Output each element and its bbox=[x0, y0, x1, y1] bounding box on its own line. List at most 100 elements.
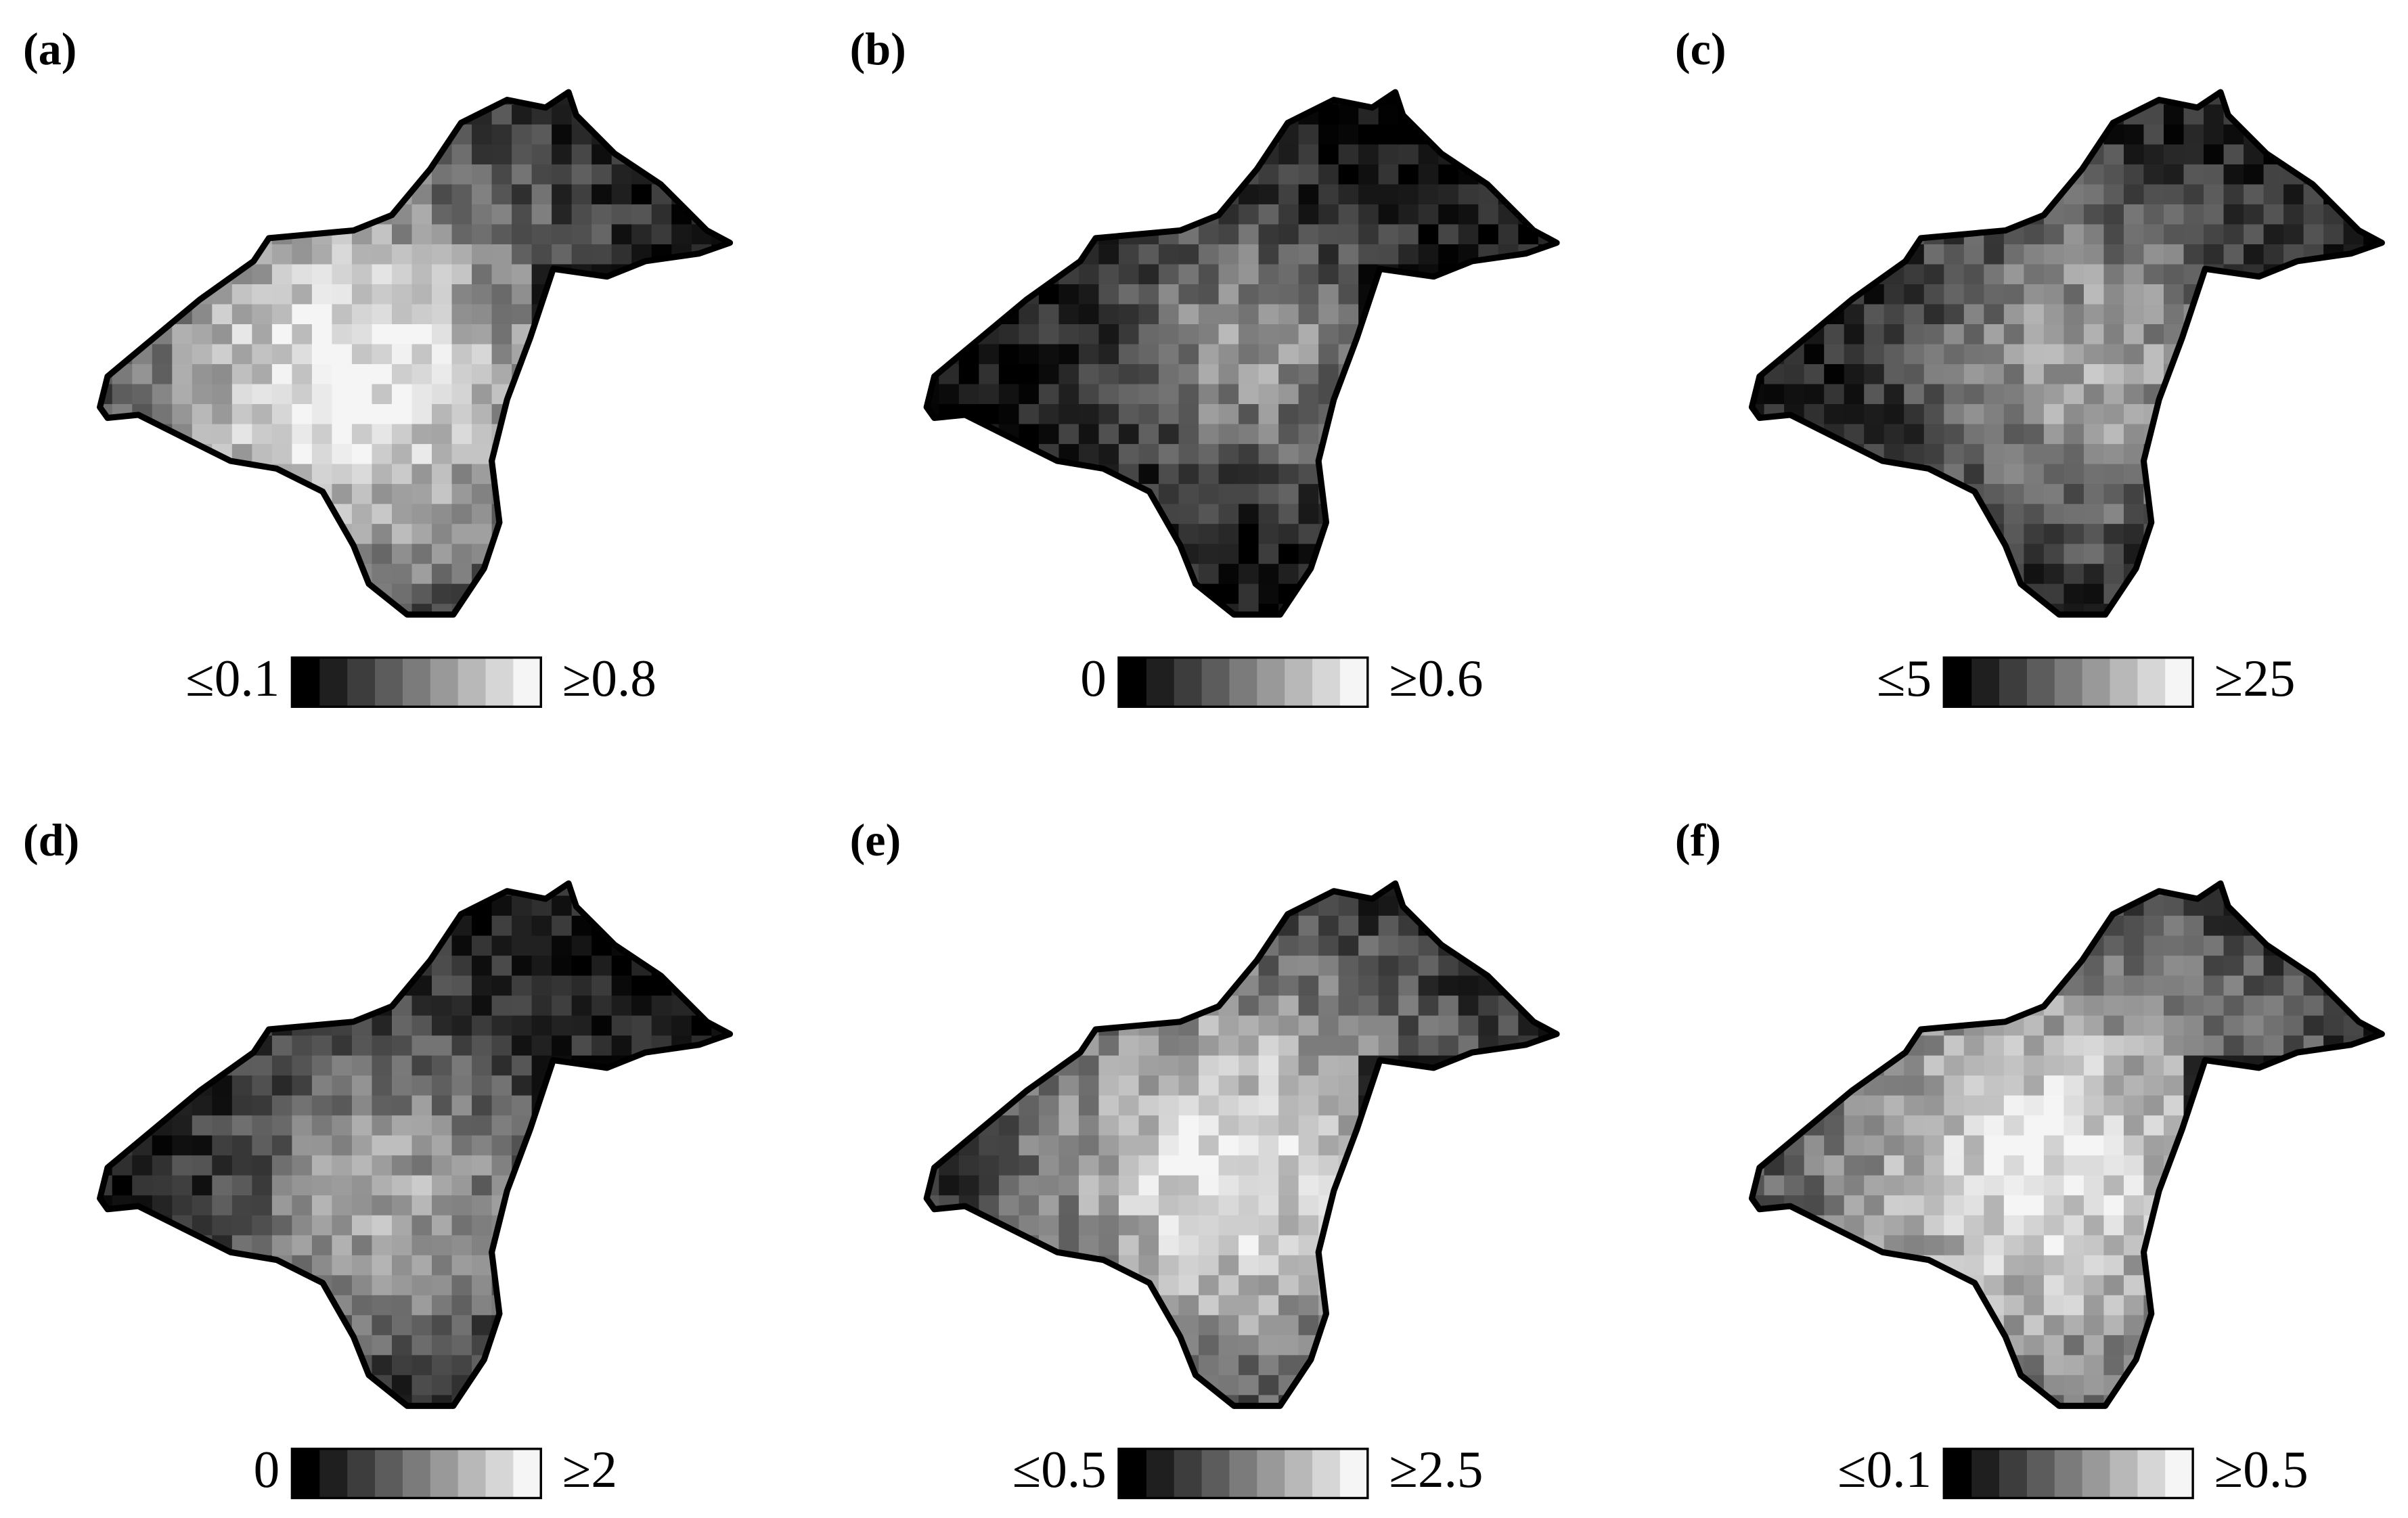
map-cell bbox=[152, 364, 173, 385]
colorbar-max-label: ≥25 bbox=[2214, 649, 2296, 707]
map-cell bbox=[411, 935, 433, 957]
colorbar-step bbox=[2137, 657, 2166, 707]
map-cell bbox=[2384, 344, 2405, 365]
map-cell bbox=[2024, 104, 2045, 126]
map-cell bbox=[152, 1355, 173, 1377]
map-cell bbox=[1844, 543, 1865, 565]
map-cell bbox=[1138, 1195, 1160, 1216]
map-cell bbox=[172, 92, 193, 106]
map-cell bbox=[611, 504, 633, 525]
map-cell bbox=[2064, 1055, 2085, 1077]
map-cell bbox=[132, 464, 153, 485]
map-cell bbox=[372, 1355, 393, 1377]
map-cell bbox=[1258, 524, 1280, 545]
map-cell bbox=[152, 564, 173, 585]
map-cell bbox=[1178, 244, 1200, 265]
map-cell bbox=[732, 996, 753, 1017]
map-cell bbox=[552, 144, 573, 166]
map-cell bbox=[1752, 1335, 1765, 1356]
map-cell bbox=[1883, 1215, 1905, 1236]
map-cell bbox=[732, 1035, 753, 1056]
map-cell bbox=[132, 1335, 153, 1356]
map-cell bbox=[451, 1335, 473, 1356]
map-cell bbox=[2103, 364, 2125, 385]
map-cell bbox=[939, 204, 960, 225]
map-cell bbox=[732, 204, 753, 225]
map-cell bbox=[1864, 304, 1885, 326]
map-cell bbox=[1883, 364, 1905, 385]
map-cell bbox=[571, 604, 593, 615]
map-cell bbox=[1298, 284, 1320, 305]
map-cell bbox=[311, 244, 333, 265]
map-cell bbox=[552, 1295, 573, 1316]
map-cell bbox=[2143, 264, 2165, 286]
map-cell bbox=[2303, 324, 2325, 345]
map-cell bbox=[1159, 1175, 1180, 1197]
map-cell bbox=[571, 975, 593, 997]
map-cell bbox=[1518, 1115, 1539, 1136]
map-cell bbox=[611, 543, 633, 565]
map-cell bbox=[132, 504, 153, 525]
map-cell bbox=[1558, 1155, 1579, 1176]
map-cell bbox=[1278, 504, 1299, 525]
map-cell bbox=[231, 1215, 253, 1236]
map-cell bbox=[311, 564, 333, 585]
map-cell bbox=[1298, 1175, 1320, 1197]
map-cell bbox=[1458, 1315, 1479, 1336]
map-cell bbox=[391, 404, 413, 425]
map-cell bbox=[1458, 1115, 1479, 1136]
map-cell bbox=[1844, 1255, 1865, 1276]
map-cell bbox=[552, 364, 573, 385]
map-cell bbox=[512, 1195, 533, 1216]
map-cell bbox=[2343, 184, 2365, 206]
map-cell bbox=[1844, 604, 1865, 615]
map-cell bbox=[1098, 324, 1120, 345]
map-cell bbox=[1458, 364, 1479, 385]
map-cell bbox=[939, 604, 960, 615]
map-cell bbox=[1118, 284, 1140, 305]
map-cell bbox=[1138, 92, 1160, 106]
map-cell bbox=[1984, 92, 2005, 106]
map-cell bbox=[1199, 975, 1220, 997]
map-cell bbox=[691, 543, 713, 565]
map-cell bbox=[1199, 1055, 1220, 1077]
map-cell bbox=[1098, 1195, 1120, 1216]
map-cell bbox=[351, 144, 373, 166]
map-cell bbox=[1298, 184, 1320, 206]
basin-outline bbox=[97, 89, 734, 618]
map-cell bbox=[998, 1295, 1020, 1316]
map-cell bbox=[2043, 284, 2065, 305]
map-cell bbox=[1019, 1275, 1040, 1296]
map-cell bbox=[958, 935, 980, 957]
map-cell bbox=[1338, 284, 1360, 305]
colorbar-step bbox=[292, 1448, 321, 1498]
map-cell bbox=[451, 1255, 473, 1276]
map-cell bbox=[732, 1395, 753, 1416]
map-cell bbox=[1883, 1075, 1905, 1096]
map-cell bbox=[231, 604, 253, 615]
map-cell bbox=[1518, 92, 1539, 106]
map-cell bbox=[1178, 164, 1200, 185]
map-cell bbox=[1923, 504, 1945, 525]
map-cell bbox=[1904, 564, 1925, 585]
map-cell bbox=[1844, 504, 1865, 525]
map-cell bbox=[2283, 543, 2304, 565]
map-cell bbox=[1498, 1115, 1519, 1136]
colorbar-step bbox=[1229, 657, 1258, 707]
map-cell bbox=[1338, 956, 1360, 977]
map-cell bbox=[1178, 1275, 1200, 1296]
map-cell bbox=[1963, 1175, 1985, 1197]
map-cell bbox=[732, 1115, 753, 1136]
map-cell bbox=[372, 1075, 393, 1096]
map-cell bbox=[1963, 1255, 1985, 1276]
map-cell bbox=[1883, 504, 1905, 525]
map-cell bbox=[651, 1195, 673, 1216]
map-cell bbox=[927, 324, 940, 345]
map-cell bbox=[1239, 304, 1259, 326]
map-cell bbox=[212, 564, 233, 585]
map-cell bbox=[1239, 1015, 1259, 1037]
map-cell bbox=[2204, 204, 2225, 225]
colorbar-frame bbox=[1117, 1448, 1369, 1500]
map-cell bbox=[1258, 344, 1280, 365]
map-cell bbox=[611, 224, 633, 246]
